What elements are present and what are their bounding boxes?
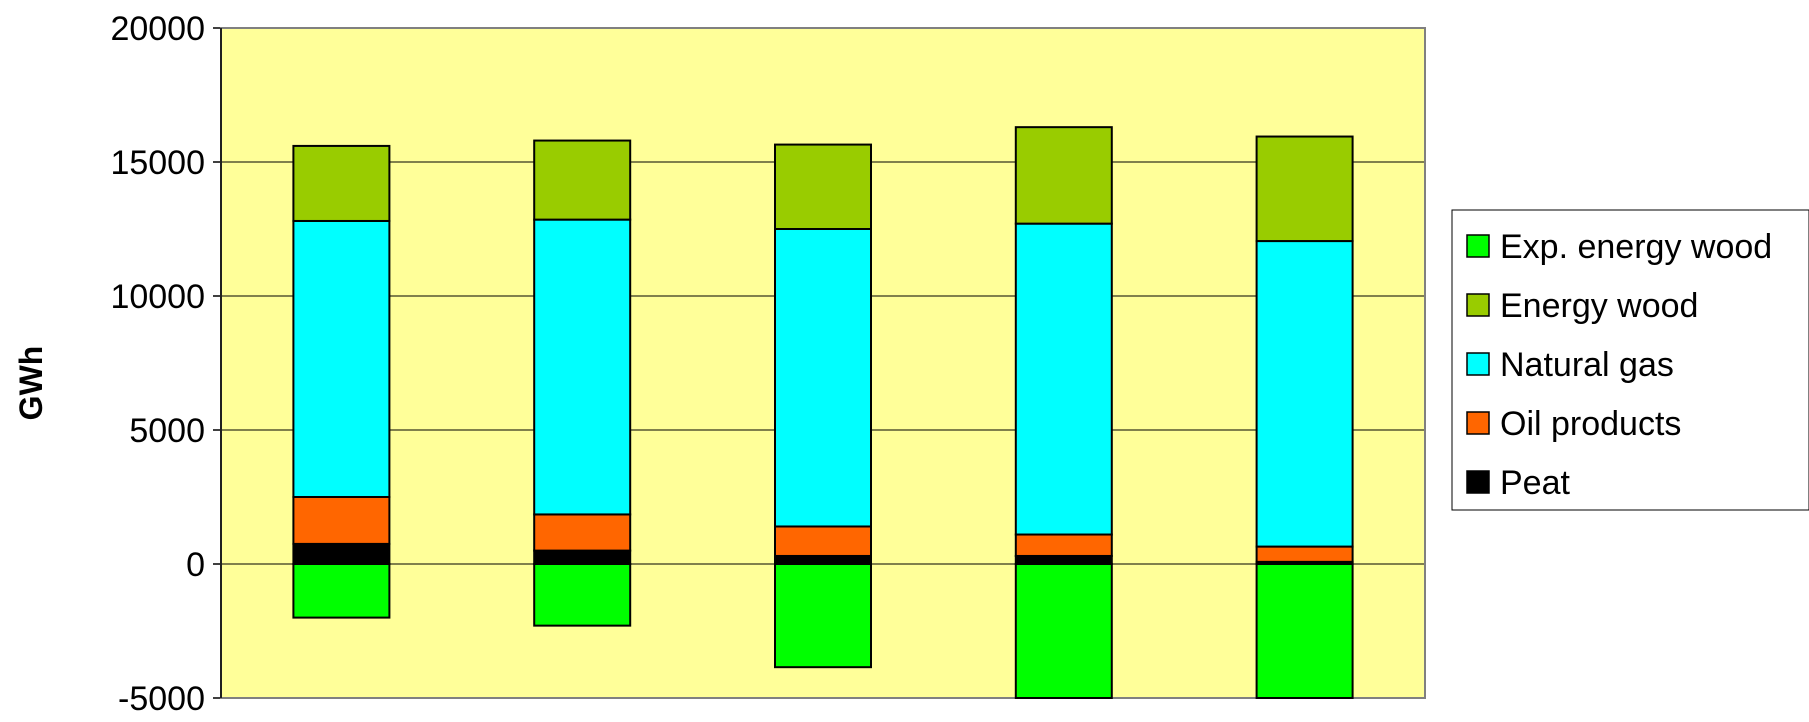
- bar-segment: [292, 144, 391, 222]
- bar-segment: [1255, 563, 1354, 699]
- bar-segment: [292, 542, 391, 566]
- bar-segment: [1014, 554, 1113, 566]
- y-tick-label: 0: [186, 546, 205, 584]
- bar-segment: [774, 228, 872, 528]
- bar-segment: [1014, 222, 1113, 536]
- legend-label: Natural gas: [1500, 346, 1674, 384]
- bar-segment: [533, 513, 632, 552]
- legend-swatch: [1466, 352, 1490, 376]
- y-tick-label: 15000: [110, 144, 205, 182]
- bar-segment: [533, 549, 632, 565]
- legend-label: Oil products: [1500, 405, 1681, 443]
- bar-segment: [1014, 533, 1113, 557]
- bar-segment: [292, 219, 391, 499]
- bar-segment: [774, 143, 872, 230]
- bar-segment: [1255, 240, 1354, 548]
- bar-segment: [292, 563, 391, 619]
- legend-box: [1451, 209, 1809, 511]
- bar-segment: [1255, 135, 1354, 243]
- bar-segment: [292, 496, 391, 545]
- bar-segment: [774, 525, 872, 557]
- legend-swatch: [1466, 293, 1490, 317]
- y-tick-label: 20000: [110, 10, 205, 48]
- bar-segment: [533, 139, 632, 221]
- y-tick-label: 10000: [110, 278, 205, 316]
- bar-segment: [1014, 126, 1113, 225]
- legend-swatch: [1466, 470, 1490, 494]
- legend-label: Energy wood: [1500, 287, 1698, 325]
- legend-label: Exp. energy wood: [1500, 228, 1772, 266]
- y-tick-label: -5000: [118, 680, 205, 717]
- y-axis-title: GWh: [13, 346, 49, 421]
- bar-segment: [774, 563, 872, 669]
- bar-segment: [1014, 563, 1113, 699]
- legend-swatch: [1466, 411, 1490, 435]
- legend-swatch: [1466, 234, 1490, 258]
- bar-segment: [533, 563, 632, 627]
- bar-segment: [533, 218, 632, 516]
- bar-segment: [774, 554, 872, 566]
- bar-segment: [1255, 545, 1354, 563]
- y-tick-label: 5000: [129, 412, 205, 450]
- legend-label: Peat: [1500, 464, 1570, 502]
